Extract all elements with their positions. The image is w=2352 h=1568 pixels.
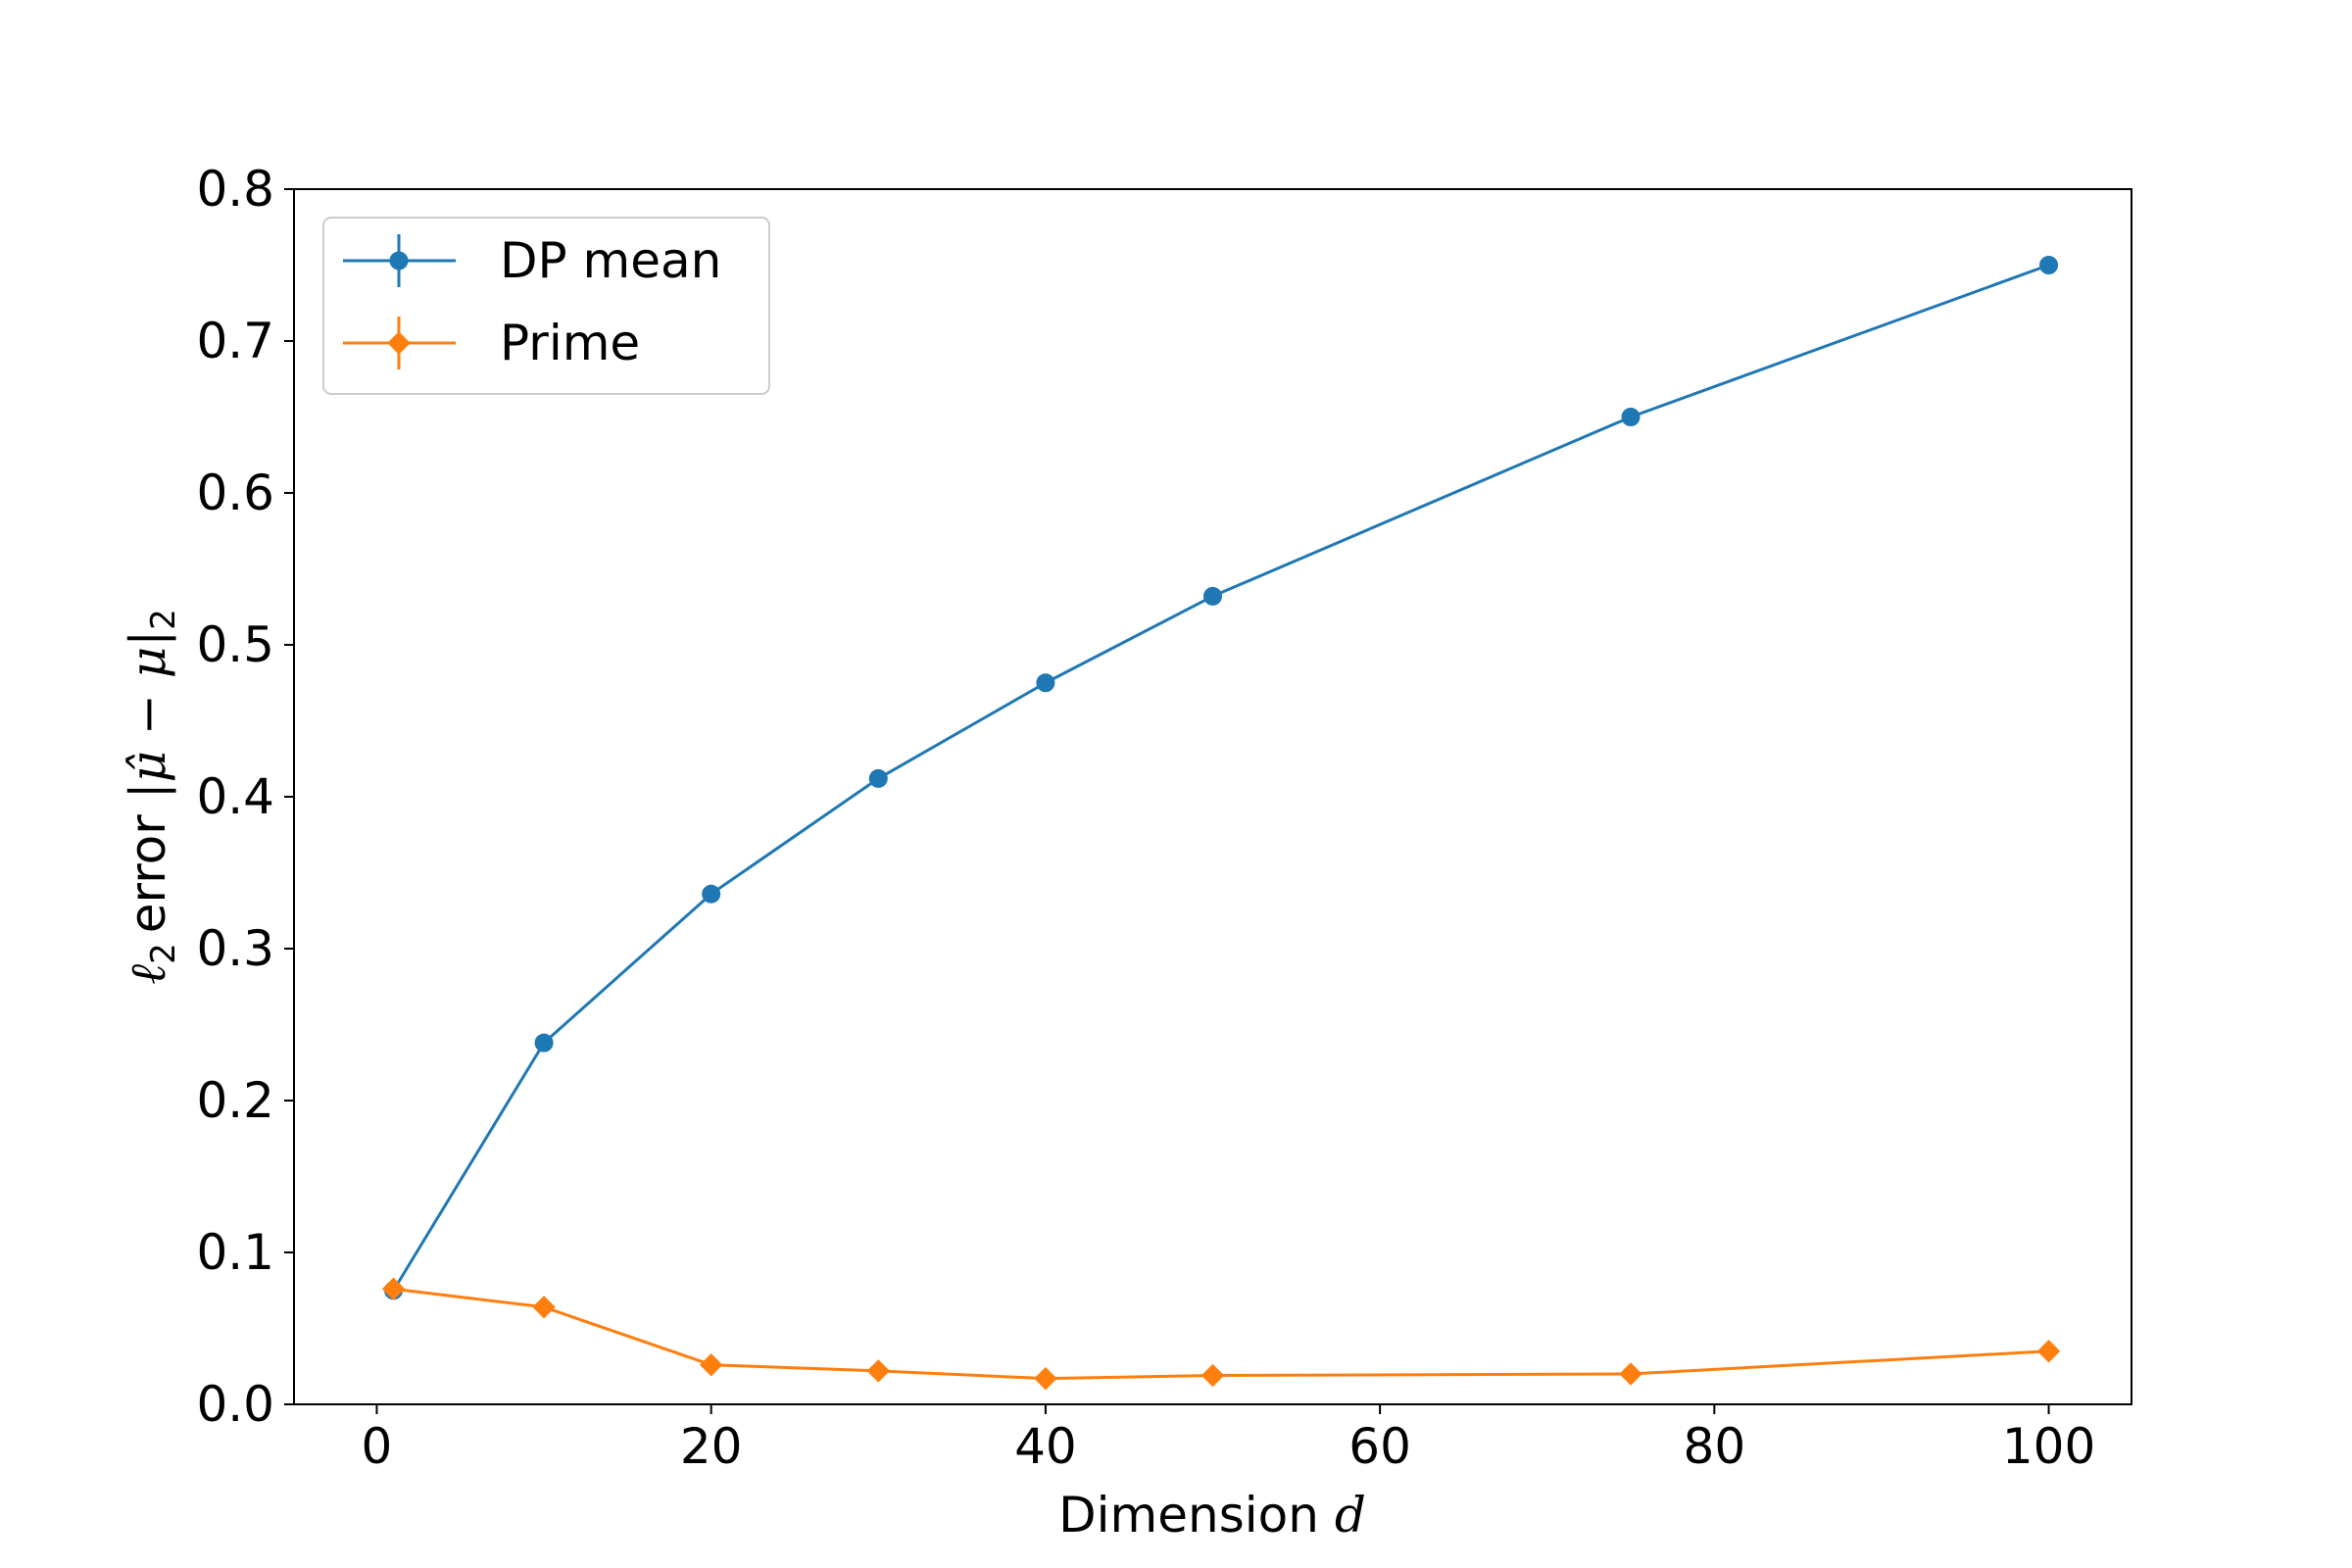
series-layer [381, 256, 2061, 1391]
x-axis-label-variable: d [1335, 1487, 1366, 1544]
x-tick-label: 20 [680, 1418, 743, 1475]
y-tick-label: 0.8 [196, 161, 274, 218]
y-axis-label-expression-subscript: 2 [144, 609, 183, 630]
y-tick-label: 0.0 [196, 1376, 274, 1433]
y-tick-label: 0.2 [196, 1072, 274, 1129]
legend-marker [387, 331, 411, 355]
y-axis-label-text: error [120, 799, 176, 933]
y-axis-label: ℓ2error |μ̂ − μ|2 [120, 609, 183, 984]
y-axis-label-expression: |μ̂ − μ| [120, 630, 176, 799]
y-tick-label: 0.5 [196, 616, 274, 673]
data-point [866, 1359, 890, 1383]
legend-label: DP mean [500, 232, 721, 289]
data-point [702, 884, 721, 904]
x-axis-ticks: 0 20 40 60 80 100 [362, 1404, 2095, 1475]
x-tick-label: 40 [1014, 1418, 1077, 1475]
x-axis-label-text: Dimension [1058, 1487, 1335, 1544]
x-tick-label: 0 [362, 1418, 393, 1475]
legend-label: Prime [500, 315, 640, 371]
data-point [381, 1277, 406, 1300]
legend-entry: Prime [343, 315, 640, 371]
x-tick-label: 100 [2002, 1418, 2095, 1475]
data-point [1203, 586, 1222, 606]
series-line [393, 1287, 2049, 1381]
series-2 [381, 1277, 2061, 1391]
series-line [392, 264, 2050, 1292]
x-tick-label: 60 [1348, 1418, 1411, 1475]
data-point [1621, 408, 1641, 426]
x-tick-label: 80 [1684, 1418, 1746, 1475]
series-1 [384, 256, 2059, 1300]
legend: DP mean Prime [322, 217, 770, 395]
x-axis-label: Dimension d [1058, 1487, 1366, 1544]
y-axis-label-ell-subscript: 2 [144, 943, 183, 964]
y-tick-label: 0.1 [196, 1224, 274, 1281]
y-tick-label: 0.6 [196, 465, 274, 521]
y-axis-ticks: 0.0 0.1 0.2 0.3 0.4 0.5 0.6 0.7 0.8 [196, 161, 294, 1433]
data-point [699, 1352, 723, 1377]
y-tick-label: 0.7 [196, 313, 274, 369]
legend-entries: DP mean Prime [343, 232, 721, 371]
y-tick-label: 0.3 [196, 920, 274, 977]
data-point [1036, 673, 1055, 693]
y-tick-label: 0.4 [196, 768, 274, 825]
data-point [534, 1033, 554, 1053]
legend-entry: DP mean [343, 232, 721, 289]
data-point [1200, 1363, 1225, 1388]
data-point [2036, 1340, 2061, 1363]
data-point [2039, 256, 2059, 274]
data-point [868, 768, 888, 788]
data-point [1619, 1362, 1642, 1386]
y-axis-label-ell: ℓ [120, 964, 176, 985]
legend-marker [389, 251, 409, 270]
data-point [1034, 1366, 1057, 1391]
data-point [532, 1296, 556, 1319]
